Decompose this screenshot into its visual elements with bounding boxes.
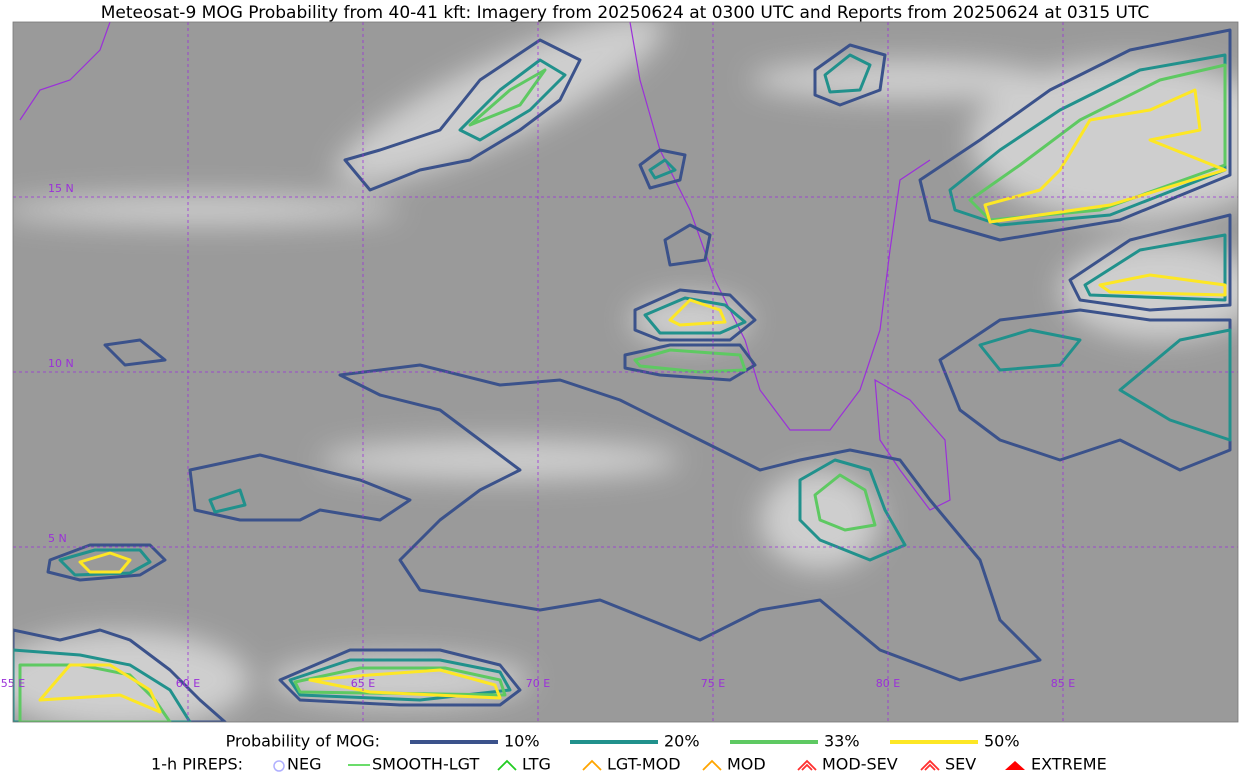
pirep-label: SMOOTH-LGT	[372, 755, 479, 774]
pirep-label: LTG	[522, 755, 551, 774]
graticule: 15 N10 N5 N55 E 60 E 65 E 70 E 75 E 80 E 85 E	[1, 21, 1239, 723]
pirep-label: NEG	[287, 755, 321, 774]
legend-label: 50%	[984, 732, 1020, 751]
legend-label: 33%	[824, 732, 860, 751]
lat-label: 5 N	[48, 532, 67, 545]
lon-label: 65 E	[351, 677, 375, 690]
pirep-symbol	[1005, 761, 1025, 770]
lon-label: 80 E	[876, 677, 900, 690]
legend-title: Probability of MOG:	[226, 732, 380, 751]
legend-label: 10%	[504, 732, 540, 751]
lat-label: 15 N	[48, 182, 74, 195]
pirep-symbol	[497, 759, 517, 771]
pirep-symbol	[920, 759, 940, 771]
pirep-label: SEV	[945, 755, 976, 774]
pirep-label: EXTREME	[1031, 755, 1107, 774]
pirep-label: MOD-SEV	[822, 755, 898, 774]
lon-label: 70 E	[526, 677, 550, 690]
lon-label: 75 E	[701, 677, 725, 690]
pirep-symbol	[273, 760, 285, 772]
lon-label: 85 E	[1051, 677, 1075, 690]
satellite-image	[13, 22, 1238, 722]
pirep-symbol	[702, 759, 722, 771]
lon-label: 60 E	[176, 677, 200, 690]
pirep-label: MOD	[727, 755, 766, 774]
lat-label: 10 N	[48, 357, 74, 370]
pirep-symbol	[797, 759, 817, 771]
map-frame	[12, 21, 1239, 723]
legend: Probability of MOG: 10% 20% 33% 50% 1-h PIREP…	[151, 732, 1107, 774]
pirep-symbol	[582, 759, 602, 771]
legend-label: 20%	[664, 732, 700, 751]
pirep-label: LGT-MOD	[607, 755, 681, 774]
title: Meteosat-9 MOG Probability from 40-41 kf…	[101, 3, 1150, 23]
legend-title: 1-h PIREPS:	[151, 755, 243, 774]
